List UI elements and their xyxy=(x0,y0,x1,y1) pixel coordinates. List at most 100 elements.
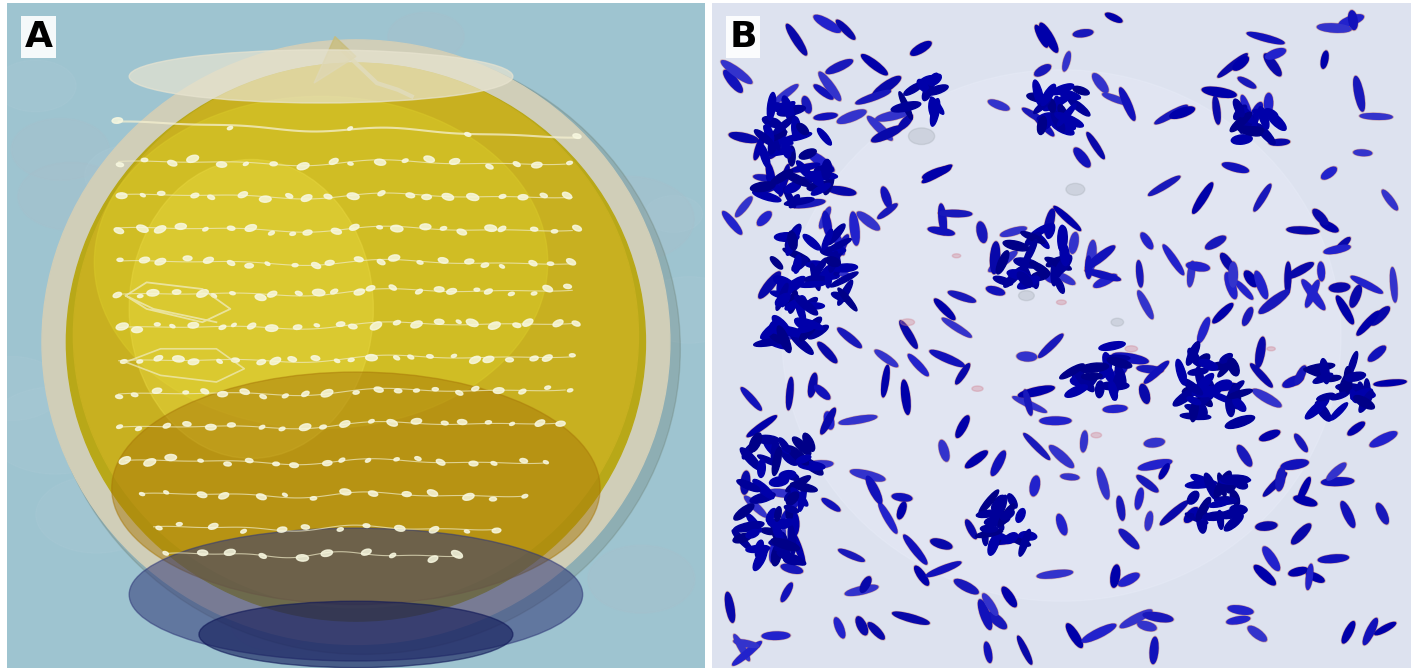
Ellipse shape xyxy=(774,85,798,103)
Ellipse shape xyxy=(1011,537,1031,546)
Ellipse shape xyxy=(1195,367,1204,387)
Ellipse shape xyxy=(746,529,759,538)
Ellipse shape xyxy=(943,318,971,337)
Ellipse shape xyxy=(903,534,927,565)
Ellipse shape xyxy=(990,535,1024,544)
Ellipse shape xyxy=(1099,342,1126,350)
Ellipse shape xyxy=(113,227,123,234)
Ellipse shape xyxy=(1289,568,1307,576)
Ellipse shape xyxy=(784,490,798,501)
Ellipse shape xyxy=(980,525,998,532)
Ellipse shape xyxy=(1022,433,1051,460)
Ellipse shape xyxy=(1343,621,1354,643)
Ellipse shape xyxy=(173,290,182,295)
Ellipse shape xyxy=(1119,529,1140,550)
Ellipse shape xyxy=(1093,274,1116,287)
Ellipse shape xyxy=(1252,389,1280,407)
Ellipse shape xyxy=(771,538,800,550)
Ellipse shape xyxy=(720,60,753,84)
Ellipse shape xyxy=(923,166,950,178)
Ellipse shape xyxy=(822,160,831,180)
Ellipse shape xyxy=(155,225,166,233)
Ellipse shape xyxy=(790,513,798,535)
Ellipse shape xyxy=(797,165,817,182)
Ellipse shape xyxy=(481,263,489,267)
Ellipse shape xyxy=(818,71,841,101)
Ellipse shape xyxy=(462,493,474,501)
Ellipse shape xyxy=(784,197,814,205)
Ellipse shape xyxy=(1073,87,1089,95)
Ellipse shape xyxy=(81,320,231,415)
Ellipse shape xyxy=(1113,353,1149,364)
Ellipse shape xyxy=(1317,554,1350,563)
Ellipse shape xyxy=(1370,431,1398,448)
Ellipse shape xyxy=(732,530,752,551)
Ellipse shape xyxy=(337,527,343,531)
Ellipse shape xyxy=(1001,510,1014,520)
Ellipse shape xyxy=(1254,109,1268,116)
Ellipse shape xyxy=(1373,379,1407,386)
Ellipse shape xyxy=(990,242,1000,274)
Ellipse shape xyxy=(1064,52,1071,71)
Ellipse shape xyxy=(1248,627,1266,641)
Ellipse shape xyxy=(1041,85,1055,105)
Ellipse shape xyxy=(1154,105,1188,124)
Ellipse shape xyxy=(1319,555,1349,562)
Ellipse shape xyxy=(1227,617,1249,624)
Ellipse shape xyxy=(926,561,961,577)
Ellipse shape xyxy=(336,322,345,326)
Ellipse shape xyxy=(363,524,370,527)
Ellipse shape xyxy=(1228,389,1252,399)
Ellipse shape xyxy=(347,193,359,199)
Ellipse shape xyxy=(830,272,858,287)
Ellipse shape xyxy=(930,99,940,126)
Ellipse shape xyxy=(191,193,199,198)
Ellipse shape xyxy=(1349,10,1358,30)
Ellipse shape xyxy=(1160,501,1188,525)
Ellipse shape xyxy=(791,117,800,140)
Ellipse shape xyxy=(805,261,825,268)
Ellipse shape xyxy=(406,193,414,198)
Ellipse shape xyxy=(1357,382,1364,407)
Ellipse shape xyxy=(786,376,794,411)
Ellipse shape xyxy=(241,529,247,533)
Ellipse shape xyxy=(369,491,377,497)
Ellipse shape xyxy=(112,117,122,123)
Ellipse shape xyxy=(722,60,752,83)
Ellipse shape xyxy=(856,91,891,104)
Ellipse shape xyxy=(1234,479,1248,489)
Ellipse shape xyxy=(112,372,600,605)
Ellipse shape xyxy=(298,162,309,170)
Ellipse shape xyxy=(1004,266,1024,287)
Ellipse shape xyxy=(1058,105,1068,122)
Ellipse shape xyxy=(1150,636,1159,664)
Ellipse shape xyxy=(530,227,537,231)
Ellipse shape xyxy=(777,326,805,337)
Ellipse shape xyxy=(978,599,993,630)
Ellipse shape xyxy=(757,211,771,226)
Ellipse shape xyxy=(155,323,160,326)
Ellipse shape xyxy=(1018,276,1039,289)
Ellipse shape xyxy=(814,113,837,119)
Ellipse shape xyxy=(832,264,858,272)
Ellipse shape xyxy=(282,394,288,398)
Ellipse shape xyxy=(295,291,302,295)
Ellipse shape xyxy=(564,285,571,289)
Ellipse shape xyxy=(808,373,817,397)
Ellipse shape xyxy=(1150,637,1159,664)
Ellipse shape xyxy=(1051,110,1065,132)
Ellipse shape xyxy=(1353,150,1373,156)
Ellipse shape xyxy=(771,170,793,185)
Ellipse shape xyxy=(1059,364,1085,379)
Ellipse shape xyxy=(1149,176,1180,195)
Ellipse shape xyxy=(770,334,790,346)
Ellipse shape xyxy=(757,212,771,225)
Ellipse shape xyxy=(764,124,774,143)
Ellipse shape xyxy=(1306,564,1313,590)
Ellipse shape xyxy=(465,133,471,136)
Ellipse shape xyxy=(1037,113,1052,121)
Ellipse shape xyxy=(807,151,834,172)
Ellipse shape xyxy=(788,525,795,554)
Ellipse shape xyxy=(1288,262,1313,278)
Ellipse shape xyxy=(1025,232,1041,246)
